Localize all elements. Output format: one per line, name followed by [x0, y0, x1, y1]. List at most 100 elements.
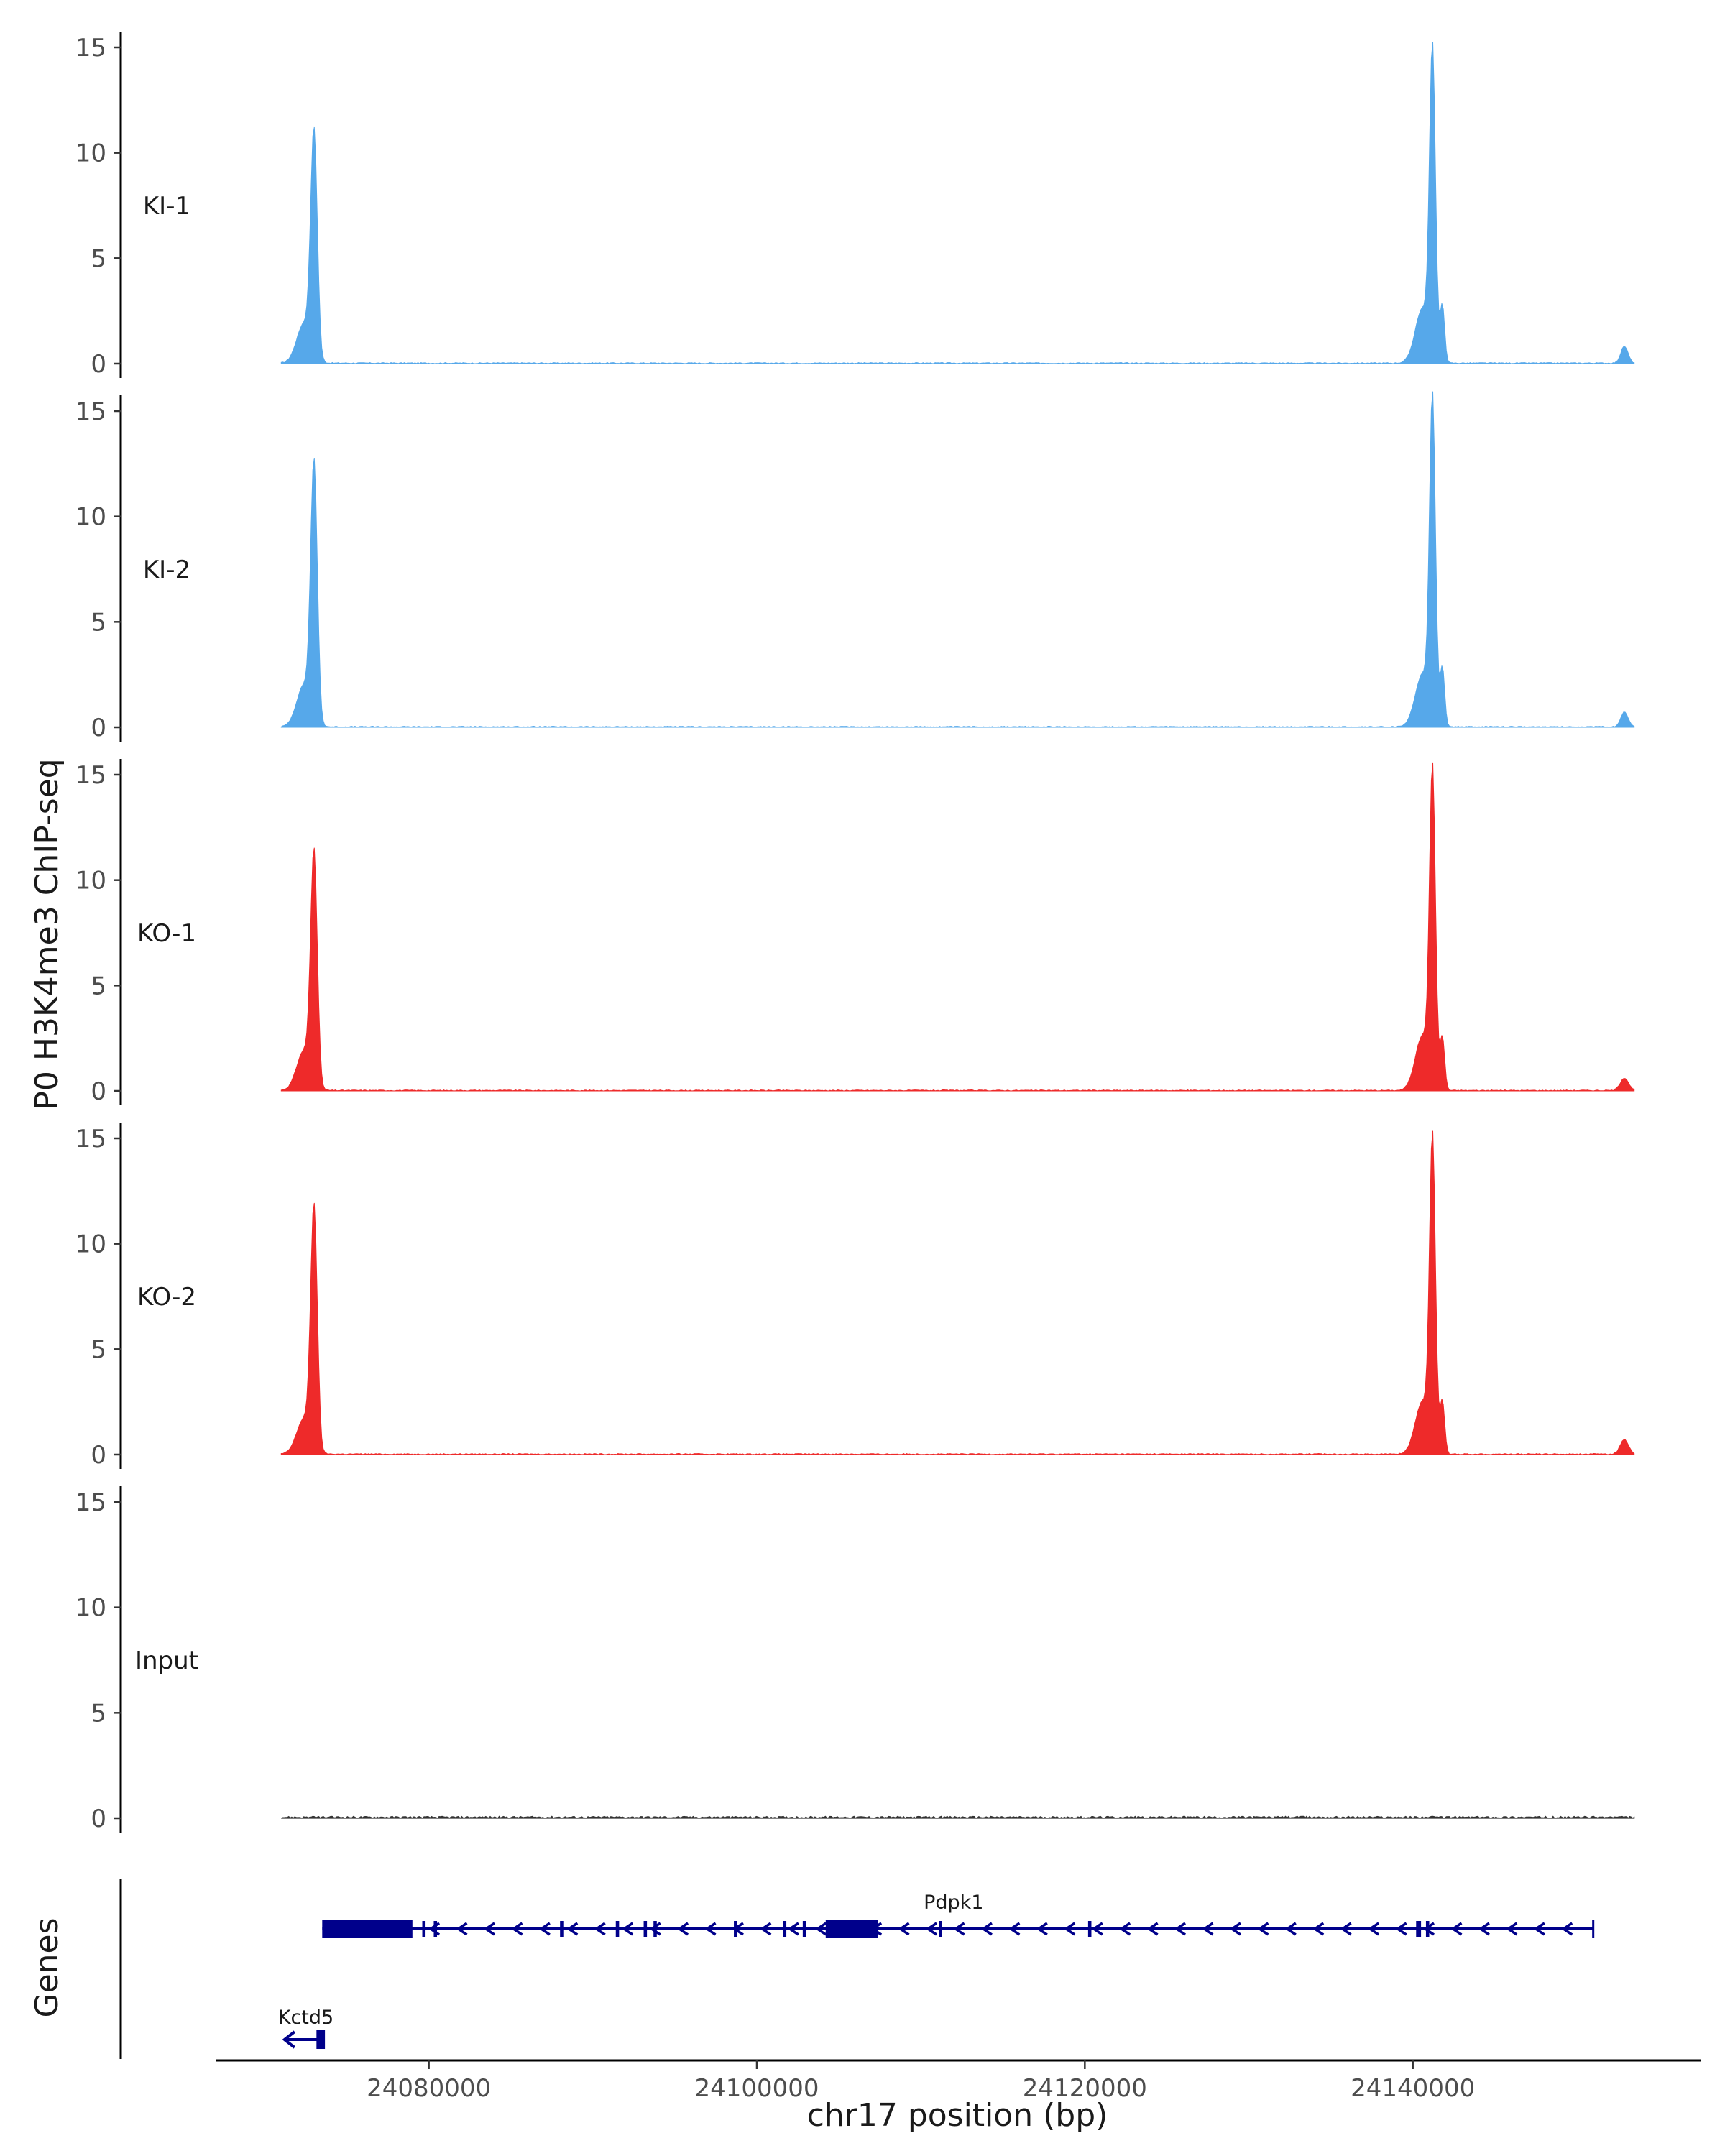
exon-pdpk1 — [1416, 1921, 1422, 1937]
exon-pdpk1 — [322, 1920, 413, 1938]
strand-arrow-pdpk1 — [1257, 1922, 1269, 1936]
track-label-ko-1: KO-1 — [137, 919, 196, 948]
y-tick-label-input-15: 15 — [75, 1488, 106, 1517]
strand-arrow-pdpk1 — [1533, 1922, 1545, 1936]
strand-arrow-pdpk1 — [1146, 1922, 1159, 1936]
strand-arrow-pdpk1 — [1340, 1922, 1352, 1936]
exon-pdpk1 — [1087, 1921, 1092, 1937]
x-axis: 24080000 24100000 24120000 24140000 — [216, 2059, 1701, 2103]
strand-arrow-pdpk1 — [1008, 1922, 1021, 1936]
exon-pdpk1 — [433, 1921, 438, 1937]
y-tick-label-ko-1-10: 10 — [75, 867, 106, 895]
y-tick-label-ki-1-10: 10 — [75, 139, 106, 168]
x-tick-label-24080000: 24080000 — [367, 2074, 491, 2103]
exon-kctd5 — [316, 2030, 324, 2049]
strand-arrow-pdpk1 — [1284, 1922, 1297, 1936]
y-tick-label-ko-2-0: 0 — [91, 1441, 106, 1470]
exon-pdpk1 — [615, 1921, 620, 1937]
strand-arrow-pdpk1 — [649, 1922, 661, 1936]
strand-arrow-pdpk1 — [953, 1922, 965, 1936]
strand-arrow-pdpk1 — [1367, 1922, 1380, 1936]
gene-annotation-panel: Pdpk1 Kctd5 — [119, 1879, 1595, 2059]
genes-axis-title: Genes — [29, 1917, 65, 2017]
y-tick-label-input-5: 5 — [91, 1699, 106, 1728]
y-tick-label-ki-2-10: 10 — [75, 503, 106, 532]
y-tick-label-ki-2-0: 0 — [91, 714, 106, 742]
exon-pdpk1 — [802, 1921, 806, 1937]
strand-arrow-pdpk1 — [676, 1922, 689, 1936]
strand-arrow-pdpk1 — [456, 1922, 468, 1936]
y-tick-label-ki-1-15: 15 — [75, 34, 106, 63]
strand-arrow-pdpk1 — [1064, 1922, 1076, 1936]
track-label-ki-1: KI-1 — [143, 192, 190, 221]
exon-pdpk1 — [1425, 1921, 1430, 1937]
strand-arrow-pdpk1 — [787, 1922, 799, 1936]
x-tick-label-24120000: 24120000 — [1023, 2074, 1147, 2103]
strand-arrow-pdpk1 — [622, 1922, 634, 1936]
y-tick-label-ko-2-5: 5 — [91, 1335, 106, 1364]
strand-arrow-pdpk1 — [1036, 1922, 1048, 1936]
y-tick-label-input-10: 10 — [75, 1594, 106, 1623]
strand-arrow-pdpk1 — [1119, 1922, 1131, 1936]
strand-arrow-pdpk1 — [538, 1922, 551, 1936]
signal-area-ki-1 — [280, 42, 1635, 364]
y-tick-label-ko-1-15: 15 — [75, 761, 106, 790]
x-tick-label-24100000: 24100000 — [694, 2074, 819, 2103]
y-tick-label-ki-1-5: 5 — [91, 244, 106, 273]
exon-pdpk1 — [653, 1921, 657, 1937]
exon-pdpk1 — [825, 1920, 878, 1938]
strand-arrow-pdpk1 — [1174, 1922, 1187, 1936]
strand-arrow-pdpk1 — [1202, 1922, 1214, 1936]
strand-arrow-pdpk1 — [1506, 1922, 1518, 1936]
strand-arrow-pdpk1 — [1395, 1922, 1407, 1936]
x-axis-title: chr17 position (bp) — [807, 2097, 1108, 2134]
strand-arrow-pdpk1 — [1229, 1922, 1241, 1936]
signal-tracks: 0 5 10 15 KI-1 0 5 10 15 KI-2 0 5 10 15 KO-1 0 5 10 15 KO-2… — [75, 32, 1635, 1833]
y-tick-label-ki-2-5: 5 — [91, 608, 106, 637]
exon-pdpk1 — [783, 1921, 787, 1937]
track-input: 0 5 10 15 Input — [75, 1486, 1635, 1833]
exon-pdpk1 — [422, 1921, 426, 1937]
exon-pdpk1 — [560, 1921, 564, 1937]
strand-arrow-pdpk1 — [1091, 1922, 1103, 1936]
track-label-ko-2: KO-2 — [137, 1283, 196, 1312]
y-tick-label-input-0: 0 — [91, 1805, 106, 1833]
strand-arrow-pdpk1 — [760, 1922, 772, 1936]
track-ko-2: 0 5 10 15 KO-2 — [75, 1123, 1635, 1470]
strand-arrow-kctd5 — [282, 2030, 296, 2049]
y-tick-label-ki-2-15: 15 — [75, 397, 106, 426]
strand-arrow-pdpk1 — [511, 1922, 523, 1936]
gene-pdpk1: Pdpk1 — [322, 1892, 1595, 1938]
y-tick-label-ko-2-15: 15 — [75, 1125, 106, 1153]
x-tick-label-24140000: 24140000 — [1351, 2074, 1475, 2103]
gene-label-kctd5: Kctd5 — [278, 2007, 334, 2029]
y-tick-label-ko-1-5: 5 — [91, 972, 106, 1000]
track-label-input: Input — [135, 1646, 198, 1675]
strand-arrow-pdpk1 — [1312, 1922, 1325, 1936]
strand-arrow-pdpk1 — [1561, 1922, 1573, 1936]
strand-arrow-pdpk1 — [704, 1922, 717, 1936]
strand-arrow-pdpk1 — [483, 1922, 495, 1936]
exon-pdpk1 — [643, 1921, 648, 1937]
track-ki-1: 0 5 10 15 KI-1 — [75, 32, 1635, 379]
strand-arrow-pdpk1 — [594, 1922, 606, 1936]
gene-kctd5: Kctd5 — [278, 2007, 334, 2049]
strand-arrow-pdpk1 — [1478, 1922, 1490, 1936]
exon-pdpk1 — [939, 1921, 942, 1937]
y-tick-label-ko-2-10: 10 — [75, 1230, 106, 1259]
gene-label-pdpk1: Pdpk1 — [924, 1892, 983, 1914]
track-label-ki-2: KI-2 — [143, 556, 190, 584]
strand-arrow-pdpk1 — [1422, 1922, 1435, 1936]
y-tick-label-ko-1-0: 0 — [91, 1077, 106, 1106]
track-ki-2: 0 5 10 15 KI-2 — [75, 391, 1635, 742]
signal-area-ko-1 — [280, 762, 1635, 1092]
strand-arrow-pdpk1 — [815, 1922, 827, 1936]
y-tick-label-ki-1-0: 0 — [91, 350, 106, 379]
signal-area-ko-2 — [280, 1130, 1635, 1455]
signal-area-ki-2 — [280, 391, 1635, 728]
strand-arrow-pdpk1 — [1450, 1922, 1463, 1936]
strand-arrow-pdpk1 — [566, 1922, 579, 1936]
track-ko-1: 0 5 10 15 KO-1 — [75, 759, 1635, 1106]
y-axis-title: P0 H3K4me3 ChIP-seq — [29, 758, 65, 1110]
